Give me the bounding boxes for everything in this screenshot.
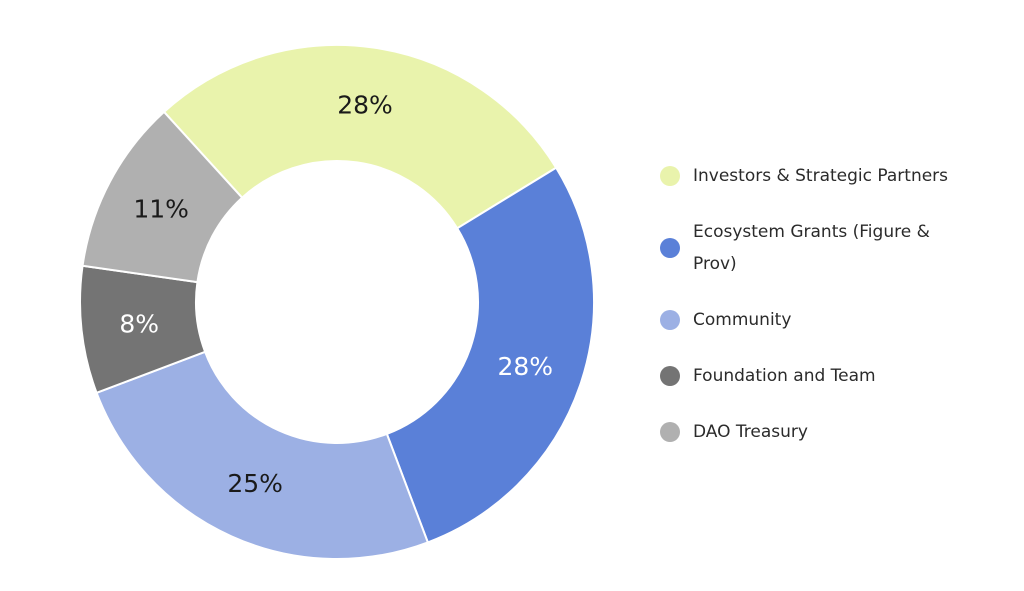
- legend-swatch-dao-treasury: [660, 422, 680, 442]
- donut-chart: 28% 28% 25% 8% 11%: [79, 44, 595, 560]
- legend-swatch-investors: [660, 166, 680, 186]
- legend-item-dao-treasury: DAO Treasury: [660, 416, 990, 448]
- legend-swatch-ecosystem-grants: [660, 238, 680, 258]
- legend-item-foundation-team: Foundation and Team: [660, 360, 990, 392]
- slice-label-ecosystem-grants: 28%: [497, 352, 553, 381]
- legend: Investors & Strategic Partners Ecosystem…: [660, 160, 990, 448]
- legend-item-ecosystem-grants: Ecosystem Grants (Figure & Prov): [660, 216, 968, 280]
- slice-ecosystem-grants: [385, 166, 595, 544]
- slice-community: [95, 350, 430, 560]
- slice-label-foundation-team: 8%: [119, 309, 159, 338]
- legend-item-community: Community: [660, 304, 990, 336]
- slice-label-dao-treasury: 11%: [133, 194, 189, 223]
- legend-label-ecosystem-grants: Ecosystem Grants (Figure & Prov): [693, 222, 930, 274]
- legend-swatch-community: [660, 310, 680, 330]
- legend-label-investors: Investors & Strategic Partners: [693, 166, 949, 186]
- legend-label-foundation-team: Foundation and Team: [693, 366, 876, 386]
- slice-label-investors: 28%: [337, 90, 393, 119]
- slice-investors: [162, 44, 558, 230]
- legend-swatch-foundation-team: [660, 366, 680, 386]
- slice-dao-treasury: [81, 110, 244, 284]
- slice-label-community: 25%: [227, 469, 283, 498]
- legend-label-community: Community: [693, 310, 792, 330]
- legend-item-investors: Investors & Strategic Partners: [660, 160, 990, 192]
- legend-label-dao-treasury: DAO Treasury: [693, 422, 808, 442]
